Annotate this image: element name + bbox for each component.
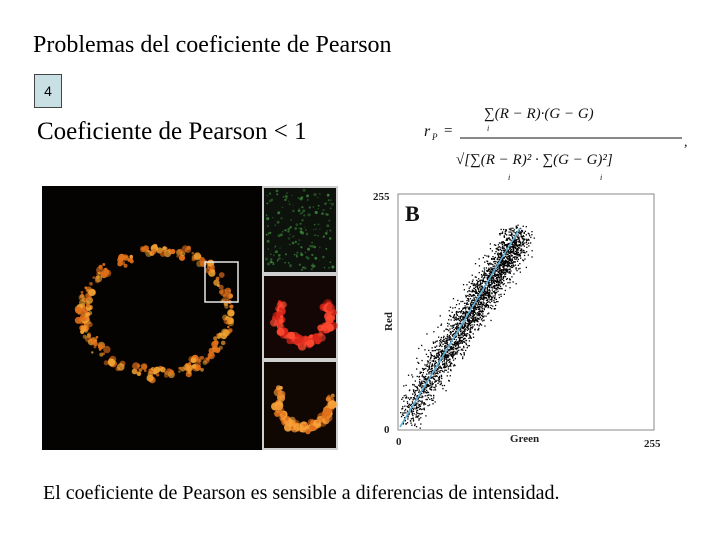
y-axis-label: Red [383,312,395,331]
slide-caption: El coeficiente de Pearson es sensible a … [43,482,560,504]
slide-number-badge: 4 [34,74,62,108]
formula-lhs-sub: P [431,132,438,142]
svg-text:=: = [444,123,452,139]
scatter-points [400,224,535,429]
cell-ring [74,243,235,384]
formula-lhs: r [424,123,431,140]
plot-frame [397,193,655,431]
panel-label: B [405,201,420,226]
regression-line [399,227,521,428]
pearson-formula: r P = ∑(R − R)·(G − G) i √[∑(R − R)² · ∑… [424,106,688,182]
formula-index-bottom-2: i [600,173,602,182]
x-min-tick: 0 [396,436,402,448]
formula-index-top: i [487,124,489,133]
x-max-tick: 255 [644,438,661,450]
y-max-tick: 255 [373,191,390,203]
x-axis-label: Green [510,433,539,445]
formula-numerator: ∑(R − R)·(G − G) [484,106,594,122]
zoom-region-box [204,261,239,303]
svg-text:,: , [684,135,688,150]
slide-subtitle: Coeficiente de Pearson < 1 [37,118,307,145]
slide-title: Problemas del coeficiente de Pearson [33,32,392,58]
cell-microscopy-image [42,186,338,450]
formula-denominator: √[∑(R − R)² · ∑(G − G)²] [456,152,613,168]
y-min-tick: 0 [384,424,390,436]
green-channel-panel [264,188,336,272]
scatter-plot: B 255 0 0 255 Green Red [373,191,661,450]
formula-index-bottom-1: i [508,173,510,182]
